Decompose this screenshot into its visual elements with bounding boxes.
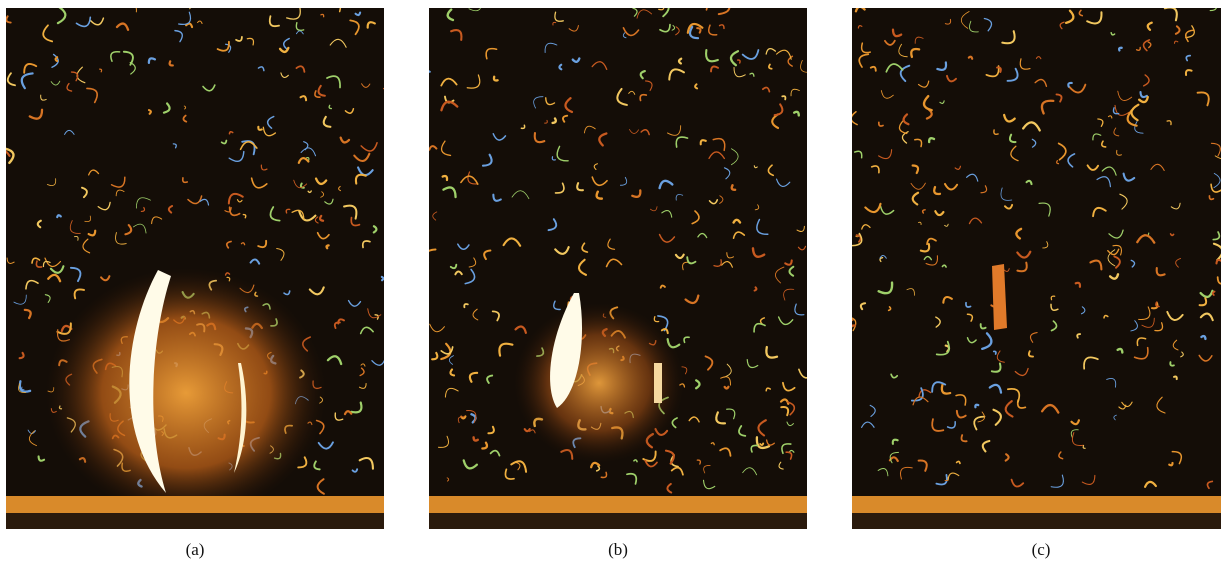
ground-shadow [6, 513, 384, 529]
panel-label: (a) [6, 540, 384, 560]
flame [654, 363, 662, 403]
photo-a [6, 8, 384, 529]
glow [46, 268, 326, 518]
panel-label: (c) [852, 540, 1221, 560]
ground-shadow [852, 513, 1221, 529]
photo-c [852, 8, 1221, 529]
ground-shadow [429, 513, 807, 529]
photo-b [429, 8, 807, 529]
background [852, 8, 1221, 529]
panel-label: (b) [429, 540, 807, 560]
figure: (a) (b) (c) (() => { const data = JSON.p… [0, 0, 1221, 577]
